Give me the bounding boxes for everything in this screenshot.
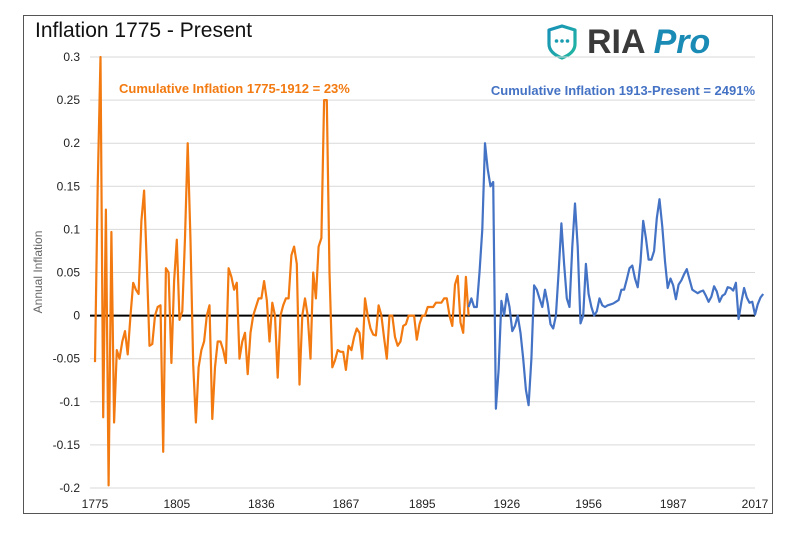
y-tick-label: -0.15 bbox=[53, 438, 81, 452]
series-group bbox=[93, 55, 765, 487]
x-tick-label: 1836 bbox=[248, 497, 275, 511]
y-axis-ticks: 0.3 0.25 0.2 0.15 0.1 0.05 0 -0.05 -0.1 -0.15 -0.2 bbox=[53, 50, 81, 495]
gridlines bbox=[90, 56, 755, 489]
y-tick-label: -0.05 bbox=[53, 352, 81, 366]
logo-ria-text: RIA bbox=[587, 22, 646, 61]
annotation-post-1913: Cumulative Inflation 1913-Present = 2491… bbox=[491, 83, 756, 98]
y-tick-label: 0.05 bbox=[57, 266, 81, 280]
x-tick-label: 1987 bbox=[660, 497, 687, 511]
x-tick-label: 1775 bbox=[82, 497, 109, 511]
series-line-pre-1913 bbox=[93, 55, 470, 487]
series-line-post-1913 bbox=[467, 142, 765, 410]
y-tick-label: 0.2 bbox=[63, 136, 80, 150]
y-tick-label: 0 bbox=[73, 309, 80, 323]
x-tick-label: 1926 bbox=[493, 497, 520, 511]
annotation-pre-1913: Cumulative Inflation 1775-1912 = 23% bbox=[119, 81, 350, 96]
y-axis-label: Annual Inflation bbox=[31, 231, 45, 314]
chart-frame bbox=[23, 15, 773, 514]
x-tick-label: 1895 bbox=[409, 497, 436, 511]
chart-title: Inflation 1775 - Present bbox=[35, 19, 253, 42]
x-tick-label: 2017 bbox=[742, 497, 769, 511]
shield-icon bbox=[547, 24, 577, 60]
logo-pro-text: Pro bbox=[653, 22, 711, 61]
x-tick-label: 1867 bbox=[333, 497, 360, 511]
y-tick-label: 0.1 bbox=[63, 222, 80, 236]
y-tick-label: -0.2 bbox=[59, 481, 80, 495]
ria-pro-logo: RIA Pro bbox=[545, 22, 710, 62]
x-tick-label: 1805 bbox=[163, 497, 190, 511]
y-tick-label: 0.25 bbox=[57, 93, 81, 107]
x-tick-label: 1956 bbox=[575, 497, 602, 511]
x-axis-ticks: 1775 1805 1836 1867 1895 1926 1956 1987 2017 bbox=[82, 497, 769, 511]
y-tick-label: 0.15 bbox=[57, 179, 81, 193]
y-tick-label: 0.3 bbox=[63, 50, 80, 64]
y-tick-label: -0.1 bbox=[59, 395, 80, 409]
